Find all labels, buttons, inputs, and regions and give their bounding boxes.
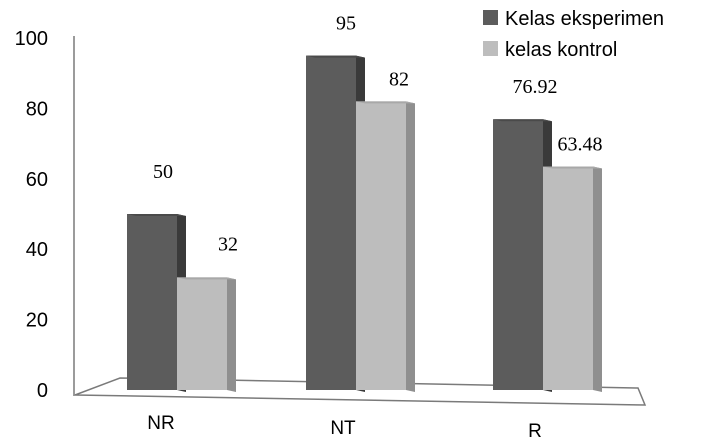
- legend-label: Kelas eksperimen: [505, 8, 664, 30]
- category-label: NR: [147, 413, 174, 434]
- data-label: 82: [389, 68, 409, 90]
- bars: [127, 55, 602, 393]
- y-tick-label: 60: [26, 169, 48, 191]
- y-tick-labels: 0 20 40 60 80 100: [15, 28, 48, 402]
- y-tick-label: 40: [26, 239, 48, 261]
- bar-top: [356, 101, 415, 104]
- bar-side: [227, 277, 236, 392]
- category-labels: NR NT R: [147, 413, 542, 442]
- bar-front: [356, 101, 406, 391]
- bar-top: [543, 166, 602, 169]
- bar-front: [127, 214, 177, 390]
- data-labels: 50 95 76.92 32 82 63.48: [153, 13, 603, 256]
- bar-front: [177, 277, 227, 390]
- bar-top: [177, 277, 236, 280]
- bar-nt-1: [356, 101, 415, 393]
- y-tick-label: 80: [26, 98, 48, 120]
- category-label: NT: [330, 418, 356, 439]
- y-tick-label: 100: [15, 28, 48, 50]
- bar-side: [593, 166, 602, 392]
- bar-front: [543, 166, 593, 390]
- data-label: 95: [336, 13, 356, 35]
- legend-swatch: [483, 41, 498, 56]
- data-label: 32: [218, 233, 238, 255]
- legend: Kelas eksperimen kelas kontrol: [483, 8, 664, 61]
- bar-nr-1: [177, 277, 236, 392]
- bar-top: [493, 119, 552, 122]
- data-label: 76.92: [513, 76, 558, 98]
- bar-r-1: [543, 166, 602, 392]
- bar-top: [127, 214, 186, 216]
- category-label: R: [528, 421, 542, 442]
- bar-top: [306, 55, 365, 58]
- bar-front: [306, 55, 356, 390]
- data-label: 63.48: [558, 134, 603, 156]
- legend-label: kelas kontrol: [505, 39, 617, 61]
- y-tick-label: 0: [37, 380, 48, 402]
- bar-side: [406, 101, 415, 393]
- data-label: 50: [153, 161, 173, 183]
- bar-front: [493, 119, 543, 390]
- legend-swatch: [483, 10, 498, 25]
- y-tick-label: 20: [26, 310, 48, 332]
